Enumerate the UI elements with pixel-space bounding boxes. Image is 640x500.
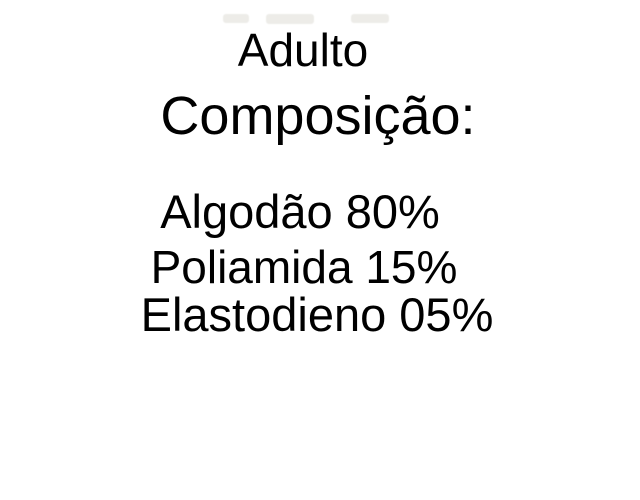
composition-line-elastodieno: Elastodieno 05% [140, 288, 494, 341]
composition-line-poliamida: Poliamida 15% [150, 241, 458, 293]
composition-heading: Composição: [160, 86, 476, 146]
cropped-text-fragment [223, 14, 249, 23]
composition-line-algodao: Algodão 80% [160, 185, 440, 238]
cropped-text-fragment [351, 14, 389, 23]
cropped-text-artifact [0, 0, 640, 28]
label-title: Adulto [237, 24, 369, 76]
cropped-text-fragment [266, 14, 314, 24]
